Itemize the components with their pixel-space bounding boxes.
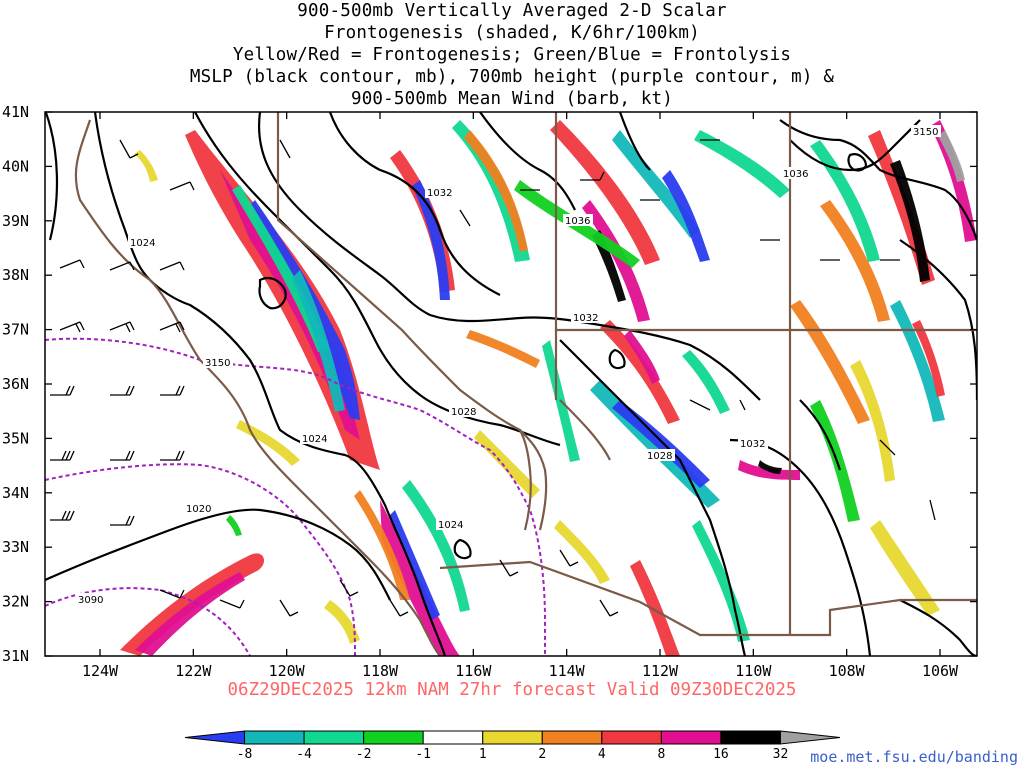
colorbar-swatch [660,730,722,745]
svg-text:3090: 3090 [78,595,103,606]
title-line-3: Yellow/Red = Frontogenesis; Green/Blue =… [232,45,792,65]
svg-text:1032: 1032 [740,439,765,450]
colorbar-swatch [422,730,484,745]
lon-label: 118W [362,662,399,680]
svg-text:1028: 1028 [451,407,476,418]
lon-label: 124W [82,662,119,680]
lat-label: 38N [2,266,29,284]
svg-text:3150: 3150 [913,127,938,138]
colorbar-label: 8 [657,747,665,762]
title-line-5: 900-500mb Mean Wind (barb, kt) [350,89,674,109]
colorbar-swatch [779,730,841,745]
svg-text:1024: 1024 [438,520,463,531]
longitude-axis: 124W 122W 120W 118W 116W 114W 112W 110W 108W 106W [82,112,959,680]
lon-label: 106W [922,662,959,680]
colorbar-swatch [720,730,781,745]
frontogenesis-colorbar: -8 -4 -2 -1 1 2 4 8 16 32 [184,730,841,762]
colorbar-label: 1 [479,747,487,762]
height-contour-labels: 3150 3150 3090 [76,125,941,606]
colorbar-label: 16 [713,747,729,762]
svg-text:1036: 1036 [565,216,590,227]
colorbar-label: -4 [296,747,312,762]
forecast-valid-time: 06Z29DEC2025 12km NAM 27hr forecast Vali… [227,680,797,700]
title-line-4: MSLP (black contour, mb), 700mb height (… [189,67,835,87]
colorbar-swatch [363,730,424,745]
lat-label: 41N [2,103,29,121]
lat-label: 39N [2,212,29,230]
latitude-axis: 41N 40N 39N 38N 37N 36N 35N 34N 33N 32N 31N [2,103,977,665]
lat-label: 31N [2,647,29,665]
state-borders [74,112,977,656]
svg-text:1032: 1032 [573,313,598,324]
source-credit-link[interactable]: moe.met.fsu.edu/banding [810,748,1018,766]
lon-label: 110W [735,662,772,680]
colorbar-label: -1 [415,747,431,762]
colorbar-swatch [541,730,603,745]
lon-label: 114W [549,662,586,680]
lat-label: 36N [2,375,29,393]
colorbar-swatch [184,730,246,745]
lat-label: 37N [2,321,29,339]
title-line-2: Frontogenesis (shaded, K/6hr/100km) [324,23,700,43]
svg-text:1024: 1024 [302,434,327,445]
svg-text:1024: 1024 [130,238,155,249]
colorbar-label: 2 [538,747,546,762]
colorbar-label: -2 [356,747,372,762]
lon-label: 122W [175,662,212,680]
svg-text:1032: 1032 [427,188,452,199]
svg-text:1036: 1036 [783,169,808,180]
mslp-contours [45,112,977,656]
svg-text:1028: 1028 [647,451,672,462]
colorbar-swatch [601,730,662,745]
lat-label: 34N [2,484,29,502]
lat-label: 35N [2,429,29,447]
colorbar-label: 32 [773,747,789,762]
lon-label: 108W [829,662,866,680]
lat-label: 32N [2,593,29,611]
colorbar-label: -8 [237,747,253,762]
svg-text:3150: 3150 [205,358,230,369]
svg-text:1020: 1020 [186,504,211,515]
lat-label: 33N [2,538,29,556]
mslp-contour-labels: 1024 1032 1036 1032 1028 1024 1028 1032 … [128,167,811,531]
map-title: 900-500mb Vertically Averaged 2-D Scalar… [0,0,1024,110]
title-line-1: 900-500mb Vertically Averaged 2-D Scalar [297,1,727,21]
colorbar-swatch [244,730,305,745]
wind-barbs [50,139,936,617]
lon-label: 120W [269,662,306,680]
colorbar-swatch [303,730,365,745]
map-field: 1024 1032 1036 1032 1028 1024 1028 1032 … [45,112,977,656]
lon-label: 116W [455,662,492,680]
lon-label: 112W [642,662,679,680]
colorbar-label: 4 [598,747,606,762]
colorbar-swatch [482,730,543,745]
lat-label: 40N [2,157,29,175]
